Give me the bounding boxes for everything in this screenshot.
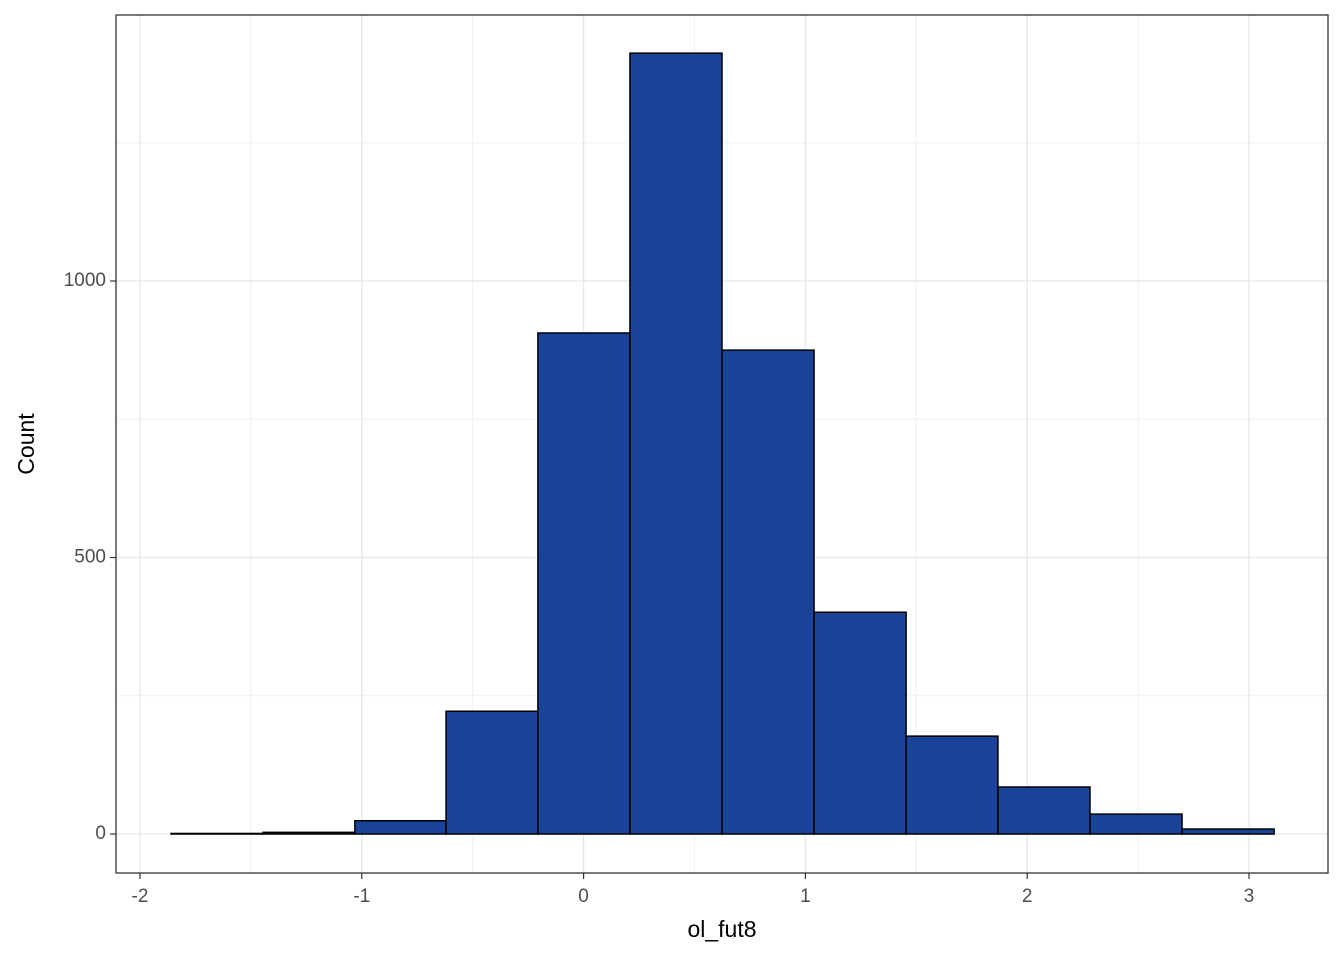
y-tick-label: 1000 (64, 270, 106, 291)
bar (629, 52, 723, 835)
y-tick-label: 0 (95, 823, 106, 844)
bar (445, 710, 539, 835)
bar (813, 611, 907, 835)
bar (905, 735, 999, 835)
x-tick-label: 3 (1244, 886, 1255, 907)
x-axis-title: ol_fut8 (687, 916, 756, 942)
x-tick-label: 0 (578, 886, 589, 907)
bar (262, 831, 356, 835)
bar (721, 349, 815, 835)
bar (997, 786, 1091, 835)
x-tick-label: 1 (800, 886, 811, 907)
bar (1181, 828, 1275, 835)
panel-border (115, 14, 1329, 874)
bar (354, 819, 447, 835)
bar (170, 832, 264, 835)
x-tick-label: 2 (1022, 886, 1033, 907)
bar (537, 332, 631, 835)
x-tick-label: -1 (353, 886, 370, 907)
x-tick-label: -2 (132, 886, 149, 907)
y-tick-label: 500 (74, 547, 106, 568)
bar (1089, 813, 1183, 835)
y-axis-title: Count (13, 413, 39, 475)
